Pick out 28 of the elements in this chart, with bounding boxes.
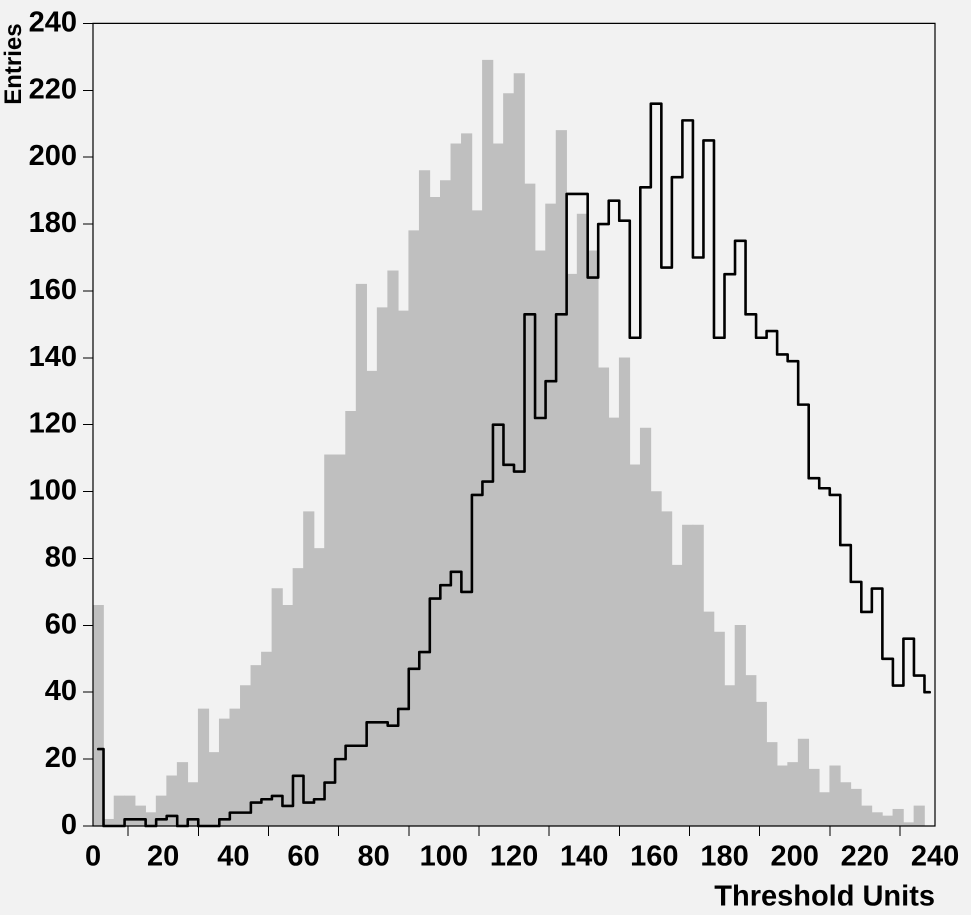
x-tick-label: 240 bbox=[910, 840, 960, 872]
x-tick-label: 200 bbox=[770, 840, 819, 872]
x-tick-label: 100 bbox=[420, 840, 468, 872]
y-tick-label: 20 bbox=[44, 742, 77, 774]
x-tick-label: 60 bbox=[287, 840, 320, 872]
x-tick-label: 0 bbox=[84, 840, 102, 872]
y-tick-label: 100 bbox=[28, 474, 77, 507]
y-tick-label: 180 bbox=[28, 207, 77, 240]
y-tick-label: 200 bbox=[28, 140, 77, 172]
y-tick-label: 120 bbox=[28, 408, 77, 440]
x-tick-label: 220 bbox=[840, 840, 890, 872]
x-tick-label: 140 bbox=[560, 840, 608, 872]
x-axis-title: Threshold Units bbox=[714, 880, 935, 913]
x-tick-label: 180 bbox=[700, 840, 749, 872]
y-tick-label: 220 bbox=[28, 73, 77, 106]
y-tick-label: 240 bbox=[28, 6, 77, 38]
y-tick-label: 0 bbox=[60, 809, 77, 841]
y-tick-label: 140 bbox=[28, 340, 77, 373]
y-axis-title: Entries bbox=[0, 23, 28, 105]
y-tick-label: 60 bbox=[44, 608, 77, 640]
x-tick-label: 40 bbox=[217, 840, 250, 872]
x-tick-label: 80 bbox=[358, 840, 390, 872]
y-tick-label: 80 bbox=[44, 541, 77, 574]
y-tick-label: 40 bbox=[44, 675, 77, 708]
x-tick-label: 160 bbox=[630, 840, 679, 872]
x-tick-label: 20 bbox=[147, 840, 180, 872]
x-tick-label: 120 bbox=[490, 840, 538, 872]
y-tick-label: 160 bbox=[28, 274, 77, 306]
